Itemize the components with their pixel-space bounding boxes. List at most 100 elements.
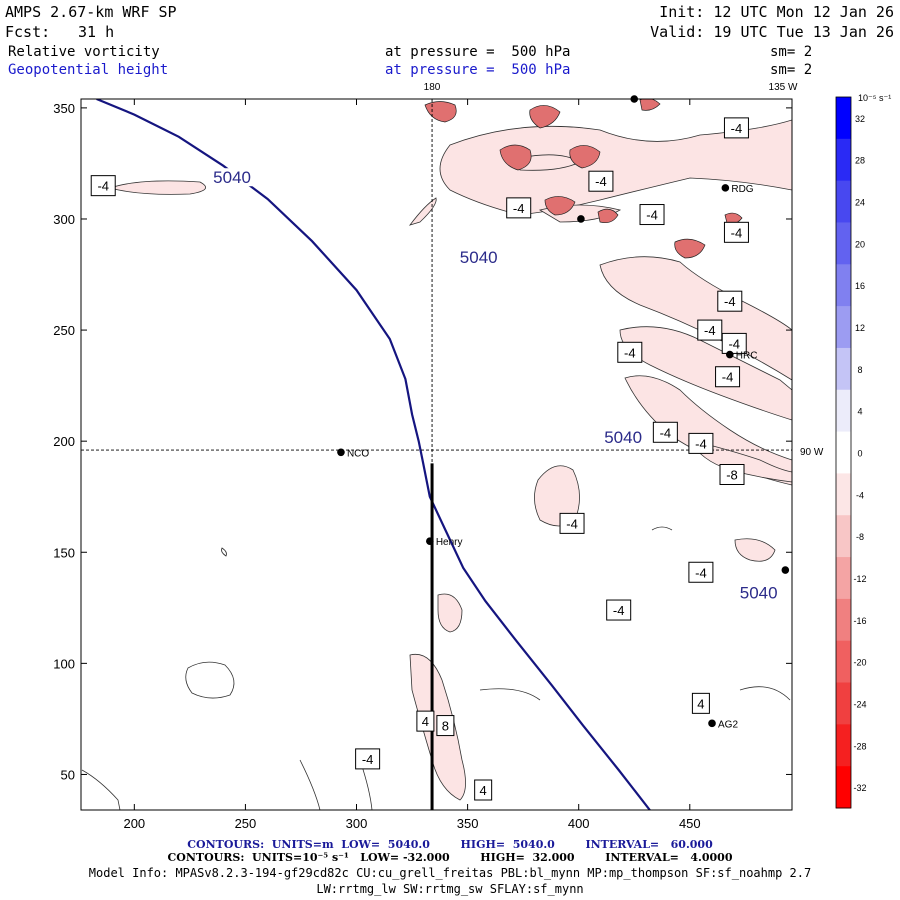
forecast-label: Fcst: — [5, 23, 51, 41]
colorbar-segment — [836, 306, 851, 349]
vorticity-label-box — [355, 748, 381, 770]
y-tick-label: 150 — [53, 545, 75, 560]
field2-name: Geopotential height — [8, 62, 169, 78]
colorbar-tick-label: -24 — [853, 699, 866, 709]
vorticity-label: -4 — [97, 179, 109, 194]
vorticity-label: -4 — [566, 516, 578, 531]
height-contour-label: 5040 — [740, 584, 778, 603]
plot-frame — [80, 98, 793, 811]
vorticity-label-box — [436, 715, 455, 737]
contours-info-height: CONTOURS: UNITS=m LOW= 5040.0 HIGH= 5040… — [187, 838, 713, 851]
vorticity-label-box — [688, 432, 714, 454]
meridian-label-135w: 135 W — [769, 82, 798, 93]
vorticity-label-box — [715, 366, 741, 388]
y-tick-label: 100 — [53, 656, 75, 671]
y-tick-label: 350 — [53, 101, 75, 116]
vorticity-label: -4 — [624, 345, 636, 360]
field1-name: Relative vorticity — [8, 44, 160, 60]
colorbar-segment — [836, 347, 851, 391]
vorticity-label-box — [617, 341, 643, 363]
vorticity-label-box — [723, 117, 749, 139]
vorticity-label-box — [691, 692, 710, 714]
colorbar-tick-label: -20 — [853, 658, 866, 668]
height-label-bg — [601, 428, 646, 447]
y-tick-label: 200 — [53, 434, 75, 449]
colorbar-segment — [836, 640, 851, 684]
height-contour-label: 5040 — [604, 428, 642, 447]
station-label: HRC — [736, 351, 758, 362]
vorticity-fill — [108, 119, 792, 801]
station-label: AG2 — [718, 719, 738, 730]
station-marker — [426, 537, 434, 545]
vorticity-label-box — [639, 204, 665, 226]
vorticity-label: -8 — [726, 467, 738, 482]
vorticity-label: -4 — [513, 201, 525, 216]
colorbar-segment — [836, 180, 851, 223]
vorticity-label: -4 — [595, 174, 607, 189]
colorbar-segment — [836, 598, 851, 642]
field1-smoothing: sm= 2 — [770, 44, 813, 60]
colorbar-tick-label: 12 — [855, 323, 865, 333]
station-label: Henry — [436, 537, 463, 548]
height-label-bg — [210, 168, 255, 187]
colorbar-frame — [835, 96, 852, 809]
colorbar-tick-label: -16 — [853, 616, 866, 626]
height-contour-label: 5040 — [213, 168, 251, 187]
vorticity-label-box — [688, 561, 714, 583]
colorbar-tick-label: 20 — [855, 239, 865, 249]
field1-level: at pressure = 500 hPa — [385, 44, 571, 60]
height-label-bg — [736, 583, 781, 602]
station-marker — [721, 184, 730, 192]
station-marker — [337, 448, 345, 457]
colorbar-segment — [836, 473, 851, 516]
colorbar-tick-label: -32 — [853, 783, 866, 793]
forecast-hour: 31 h — [78, 23, 115, 41]
vorticity-label: -4 — [724, 294, 736, 309]
vorticity-label: 4 — [480, 783, 487, 798]
meridian-label-180: 180 — [424, 82, 441, 93]
colorbar-segment — [836, 138, 851, 182]
colorbar-tick-label: -8 — [856, 532, 864, 542]
colorbar-segment — [836, 557, 851, 600]
vorticity-label: 4 — [422, 714, 429, 729]
vorticity-label-box — [90, 175, 116, 197]
vorticity-label: -4 — [722, 370, 734, 385]
field2-smoothing: sm= 2 — [770, 62, 813, 78]
vorticity-label: -4 — [731, 121, 743, 136]
vorticity-label: -4 — [704, 323, 716, 338]
colorbar-tick-label: 28 — [855, 156, 865, 166]
vorticity-dense-cells — [424, 99, 743, 259]
colorbar-tick-label: 8 — [857, 365, 862, 375]
vorticity-label: 4 — [697, 696, 704, 711]
vorticity-label: -4 — [613, 603, 625, 618]
vorticity-label-box — [559, 512, 585, 534]
colorbar-tick-label: -28 — [853, 741, 866, 751]
colorbar-segment — [836, 431, 851, 474]
y-tick-label: 50 — [61, 767, 75, 782]
colorbar-segment — [836, 724, 851, 767]
x-tick-label: 200 — [123, 816, 145, 831]
vorticity-label: -4 — [646, 208, 658, 223]
colorbar-segment — [836, 264, 851, 307]
vorticity-label: -4 — [362, 752, 374, 767]
station-marker — [708, 719, 716, 728]
valid-time: Valid: 19 UTC Tue 13 Jan 26 — [650, 23, 894, 41]
colorbar-tick-label: 16 — [855, 281, 865, 291]
vorticity-label-box — [588, 170, 614, 192]
station-label: RDG — [731, 184, 753, 195]
x-tick-label: 450 — [679, 816, 701, 831]
colorbar-segment — [836, 766, 851, 809]
model-info-2: LW:rrtmg_lw SW:rrtmg_sw SFLAY:sf_mynn — [316, 882, 584, 896]
height-contour-label: 5040 — [460, 248, 498, 267]
colorbar-segment — [836, 682, 851, 725]
x-tick-label: 300 — [346, 816, 368, 831]
vorticity-label-box — [721, 332, 747, 354]
y-tick-label: 300 — [53, 212, 75, 227]
init-time: Init: 12 UTC Mon 12 Jan 26 — [659, 3, 894, 21]
vorticity-contours-extra — [81, 526, 791, 810]
x-tick-label: 400 — [568, 816, 590, 831]
contours-info-vorticity: CONTOURS: UNITS=10⁻⁵ s⁻¹ LOW= -32.000 HI… — [167, 851, 733, 864]
colorbar-unit: 10⁻⁵ s⁻¹ — [858, 93, 891, 103]
colorbar-segment — [836, 222, 851, 265]
